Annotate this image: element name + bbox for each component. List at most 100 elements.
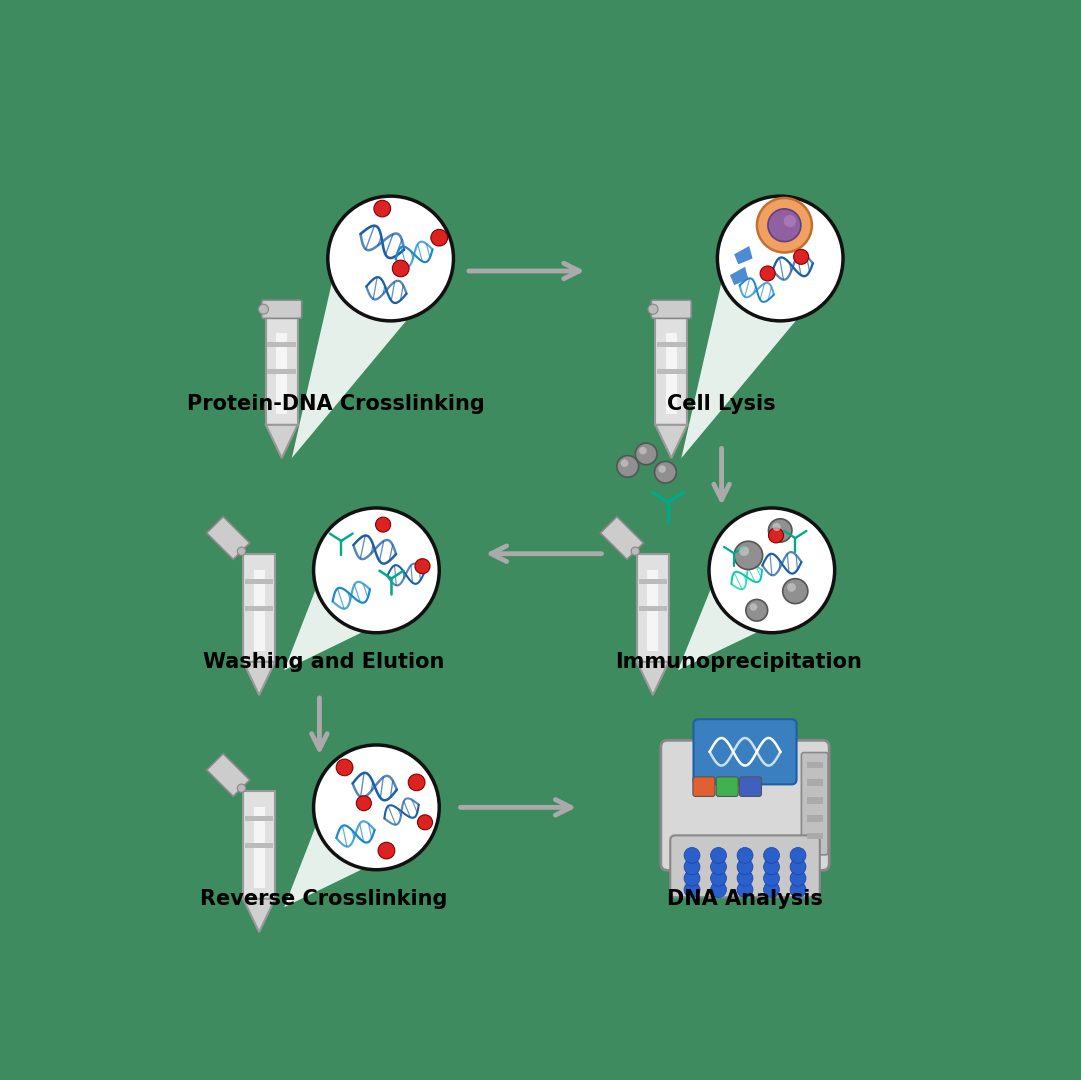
Circle shape (684, 881, 700, 897)
Circle shape (737, 870, 753, 886)
FancyBboxPatch shape (639, 606, 667, 611)
Polygon shape (206, 754, 250, 796)
Circle shape (684, 870, 700, 886)
FancyBboxPatch shape (243, 791, 275, 899)
Text: Immunoprecipitation: Immunoprecipitation (615, 652, 862, 672)
Polygon shape (600, 516, 643, 559)
Circle shape (648, 305, 658, 314)
Circle shape (710, 859, 726, 875)
Circle shape (790, 848, 806, 863)
Circle shape (763, 881, 779, 897)
Circle shape (415, 558, 430, 573)
FancyBboxPatch shape (637, 554, 669, 662)
Circle shape (636, 443, 657, 464)
FancyBboxPatch shape (801, 753, 828, 855)
Circle shape (431, 229, 448, 246)
Circle shape (773, 523, 780, 531)
Circle shape (709, 508, 835, 633)
Circle shape (620, 459, 628, 467)
Circle shape (409, 774, 425, 791)
Circle shape (392, 260, 409, 276)
FancyBboxPatch shape (267, 342, 296, 347)
Polygon shape (206, 516, 250, 559)
Circle shape (787, 583, 796, 592)
FancyBboxPatch shape (244, 579, 273, 584)
Circle shape (710, 881, 726, 897)
FancyBboxPatch shape (254, 807, 265, 888)
FancyBboxPatch shape (693, 777, 715, 796)
FancyBboxPatch shape (266, 316, 297, 424)
Circle shape (737, 859, 753, 875)
FancyBboxPatch shape (657, 369, 685, 374)
FancyBboxPatch shape (262, 300, 302, 319)
FancyBboxPatch shape (739, 777, 761, 796)
FancyBboxPatch shape (808, 815, 823, 822)
Circle shape (238, 548, 245, 555)
FancyBboxPatch shape (655, 316, 688, 424)
Circle shape (746, 599, 768, 621)
Circle shape (684, 848, 700, 863)
Circle shape (378, 842, 395, 859)
Text: Washing and Elution: Washing and Elution (203, 652, 444, 672)
Circle shape (763, 848, 779, 863)
Polygon shape (655, 424, 688, 458)
FancyBboxPatch shape (670, 835, 819, 897)
Circle shape (793, 249, 809, 265)
FancyBboxPatch shape (657, 342, 685, 347)
FancyBboxPatch shape (652, 300, 691, 319)
Circle shape (417, 814, 432, 829)
Circle shape (617, 456, 639, 477)
Circle shape (313, 745, 439, 869)
FancyBboxPatch shape (666, 333, 677, 414)
Circle shape (768, 208, 801, 242)
Circle shape (258, 305, 268, 314)
FancyBboxPatch shape (254, 570, 265, 651)
Text: Cell Lysis: Cell Lysis (667, 394, 776, 414)
Circle shape (710, 848, 726, 863)
Text: DNA Analysis: DNA Analysis (667, 889, 823, 909)
Polygon shape (678, 535, 811, 670)
Circle shape (238, 784, 245, 793)
Polygon shape (730, 267, 748, 285)
Polygon shape (243, 899, 275, 932)
Circle shape (769, 528, 784, 543)
Circle shape (374, 200, 390, 217)
Circle shape (763, 870, 779, 886)
Circle shape (784, 215, 796, 227)
Polygon shape (681, 235, 828, 458)
Circle shape (737, 881, 753, 897)
Polygon shape (284, 535, 416, 670)
FancyBboxPatch shape (639, 579, 667, 584)
Circle shape (783, 579, 808, 604)
FancyBboxPatch shape (243, 554, 275, 662)
Circle shape (684, 859, 700, 875)
Circle shape (313, 508, 439, 633)
Circle shape (734, 541, 762, 569)
FancyBboxPatch shape (244, 843, 273, 848)
FancyBboxPatch shape (808, 797, 823, 804)
FancyBboxPatch shape (808, 780, 823, 786)
Polygon shape (266, 424, 297, 458)
Circle shape (710, 870, 726, 886)
Circle shape (790, 859, 806, 875)
Polygon shape (734, 246, 752, 265)
Circle shape (631, 548, 640, 555)
FancyBboxPatch shape (648, 570, 658, 651)
Circle shape (658, 465, 666, 473)
Circle shape (757, 198, 812, 253)
Circle shape (654, 461, 677, 483)
Circle shape (769, 518, 792, 542)
FancyBboxPatch shape (808, 761, 823, 768)
FancyBboxPatch shape (717, 777, 738, 796)
Circle shape (336, 759, 352, 775)
Polygon shape (284, 771, 416, 907)
Circle shape (375, 517, 390, 532)
Circle shape (718, 197, 843, 321)
Circle shape (639, 447, 646, 455)
Circle shape (763, 859, 779, 875)
Circle shape (737, 848, 753, 863)
FancyBboxPatch shape (276, 333, 288, 414)
Text: Reverse Crosslinking: Reverse Crosslinking (200, 889, 448, 909)
FancyBboxPatch shape (660, 740, 829, 870)
FancyBboxPatch shape (244, 606, 273, 611)
